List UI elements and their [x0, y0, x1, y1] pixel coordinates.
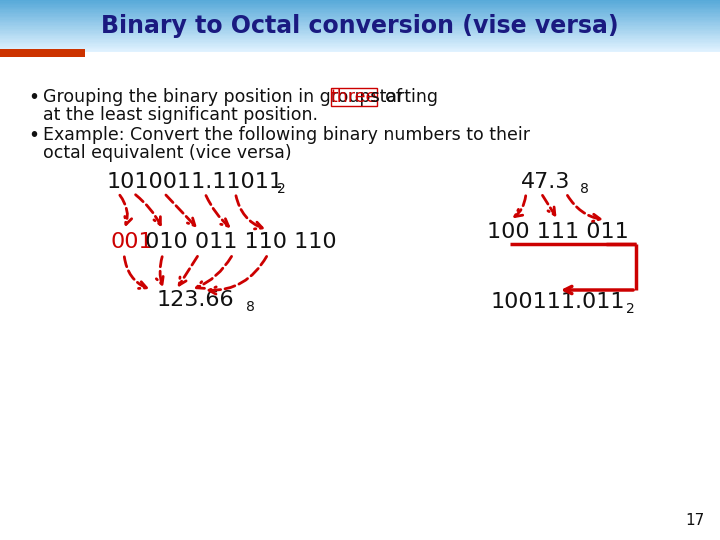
Bar: [0, 0, 720, 1]
FancyArrowPatch shape: [120, 195, 132, 225]
Text: •: •: [28, 88, 39, 107]
Text: Grouping the binary position in groups of: Grouping the binary position in groups o…: [43, 88, 408, 106]
Bar: [0, 22, 720, 25]
Bar: [0, 12, 720, 14]
FancyArrowPatch shape: [166, 195, 195, 226]
Bar: [0, 3, 720, 5]
Bar: [0, 46, 720, 48]
Bar: [0, 21, 720, 23]
Bar: [0, 7, 720, 9]
Text: 123.66: 123.66: [156, 290, 234, 310]
Text: •: •: [28, 126, 39, 145]
FancyArrowPatch shape: [156, 256, 163, 285]
Bar: [0, 18, 720, 21]
Text: 1010011.11011: 1010011.11011: [107, 172, 284, 192]
Text: 010 011 110 110: 010 011 110 110: [138, 232, 337, 252]
Text: 001: 001: [111, 232, 153, 252]
Bar: [0, 15, 720, 17]
Bar: [0, 17, 720, 19]
Bar: [0, 4, 720, 6]
Bar: [0, 29, 720, 31]
Bar: [0, 9, 720, 12]
Bar: [0, 5, 720, 8]
Bar: [0, 1, 720, 3]
Text: three: three: [330, 88, 377, 106]
FancyArrowPatch shape: [206, 195, 228, 226]
FancyArrowPatch shape: [209, 256, 266, 294]
FancyArrowPatch shape: [515, 196, 526, 217]
FancyArrowPatch shape: [179, 256, 197, 285]
Bar: [0, 28, 720, 30]
FancyArrowPatch shape: [542, 195, 555, 215]
FancyArrowPatch shape: [197, 256, 232, 288]
Bar: [0, 38, 720, 40]
Text: 47.3: 47.3: [521, 172, 571, 192]
Bar: [0, 47, 720, 49]
Bar: [0, 8, 720, 10]
FancyArrowPatch shape: [125, 256, 147, 288]
Bar: [0, 14, 720, 16]
Text: Binary to Octal conversion (vise versa): Binary to Octal conversion (vise versa): [102, 14, 618, 38]
Text: 2: 2: [277, 182, 286, 196]
Bar: [0, 49, 720, 51]
Bar: [0, 2, 720, 4]
Bar: [0, 24, 720, 26]
Text: 2: 2: [626, 302, 635, 316]
Bar: [0, 30, 720, 32]
Text: octal equivalent (vice versa): octal equivalent (vice versa): [43, 144, 292, 162]
Text: Example: Convert the following binary numbers to their: Example: Convert the following binary nu…: [43, 126, 530, 144]
Bar: [0, 34, 720, 36]
Text: 100111.011: 100111.011: [491, 292, 625, 312]
Bar: [0, 11, 720, 13]
Bar: [0, 43, 720, 45]
FancyArrowPatch shape: [567, 195, 600, 221]
Bar: [0, 36, 720, 38]
Bar: [0, 39, 720, 42]
Bar: [0, 50, 720, 52]
Bar: [0, 31, 720, 34]
Bar: [0, 26, 720, 29]
Bar: [0, 16, 720, 18]
Text: starting: starting: [365, 88, 438, 106]
Bar: [0, 40, 720, 43]
Text: 17: 17: [685, 513, 705, 528]
FancyArrowPatch shape: [135, 195, 161, 225]
Bar: [0, 37, 720, 39]
Text: 100 111 011: 100 111 011: [487, 222, 629, 242]
Bar: [0, 20, 720, 22]
Bar: [0, 49, 85, 57]
Bar: [0, 42, 720, 44]
Bar: [0, 33, 720, 35]
Bar: [0, 25, 720, 28]
Text: at the least significant position.: at the least significant position.: [43, 106, 318, 124]
Text: 8: 8: [246, 300, 255, 314]
Bar: [0, 44, 720, 47]
FancyArrowPatch shape: [236, 195, 263, 229]
Text: 8: 8: [580, 182, 589, 196]
